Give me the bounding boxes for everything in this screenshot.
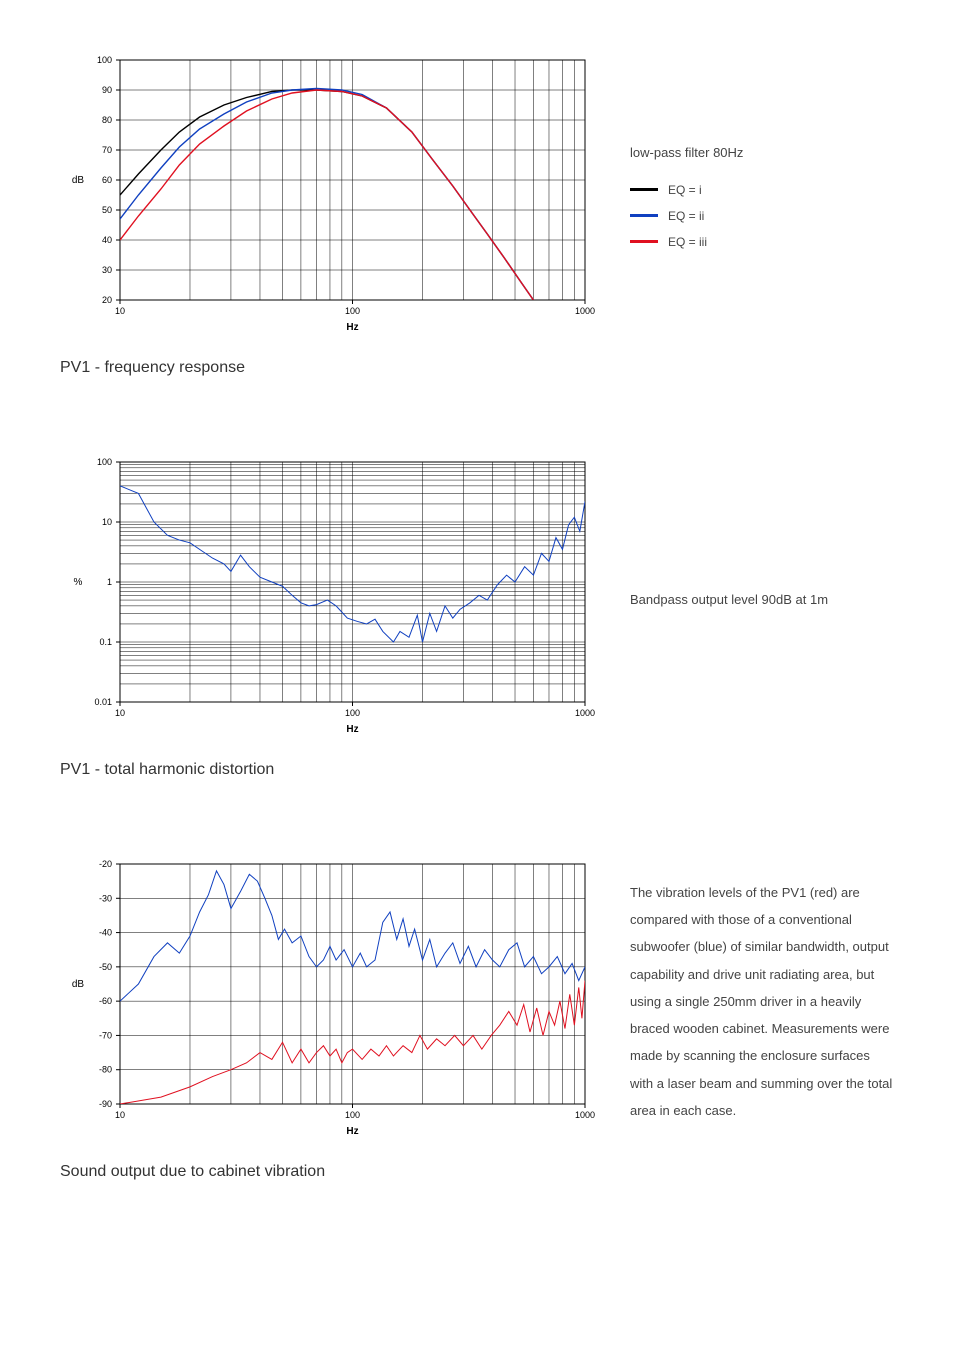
svg-text:%: % — [74, 577, 83, 588]
chart1-container: 20 30 40 50 60 70 80 90 100 10 100 1000 dB Hz — [60, 50, 600, 345]
chart1-section: 20 30 40 50 60 70 80 90 100 10 100 1000 dB Hz low-pas… — [60, 50, 894, 377]
legend-label: EQ = i — [668, 178, 702, 202]
svg-text:1: 1 — [107, 577, 112, 587]
chart3-container: -90 -80 -70 -60 -50 -40 -30 -20 10 100 1000 dB Hz — [60, 854, 600, 1149]
svg-text:70: 70 — [102, 145, 112, 155]
legend-item: EQ = ii — [630, 204, 894, 228]
svg-text:1000: 1000 — [575, 708, 595, 718]
svg-text:-70: -70 — [99, 1030, 112, 1040]
chart1-row: 20 30 40 50 60 70 80 90 100 10 100 1000 dB Hz low-pas… — [60, 50, 894, 345]
svg-text:100: 100 — [345, 306, 360, 316]
svg-text:1000: 1000 — [575, 1110, 595, 1120]
chart3-side: The vibration levels of the PV1 (red) ar… — [630, 879, 894, 1125]
svg-text:40: 40 — [102, 235, 112, 245]
svg-text:-40: -40 — [99, 928, 112, 938]
chart2-section: 0.01 0.1 1 10 100 10 100 1000% Hz Bandpass outpu… — [60, 452, 894, 779]
svg-text:Hz: Hz — [346, 1126, 358, 1137]
svg-text:100: 100 — [97, 55, 112, 65]
svg-text:20: 20 — [102, 295, 112, 305]
chart1-side-title: low-pass filter 80Hz — [630, 140, 894, 166]
svg-text:10: 10 — [115, 708, 125, 718]
legend-item: EQ = iii — [630, 230, 894, 254]
legend-label: EQ = iii — [668, 230, 707, 254]
svg-text:0.1: 0.1 — [99, 637, 112, 647]
svg-text:50: 50 — [102, 205, 112, 215]
chart1-legend: EQ = iEQ = iiEQ = iii — [630, 178, 894, 254]
svg-text:10: 10 — [102, 517, 112, 527]
chart2-container: 0.01 0.1 1 10 100 10 100 1000% Hz — [60, 452, 600, 747]
legend-swatch — [630, 240, 658, 243]
legend-label: EQ = ii — [668, 204, 704, 228]
chart1-svg: 20 30 40 50 60 70 80 90 100 10 100 1000 dB Hz — [60, 50, 600, 340]
svg-text:Hz: Hz — [346, 724, 358, 735]
svg-text:-20: -20 — [99, 859, 112, 869]
svg-text:100: 100 — [345, 1110, 360, 1120]
svg-text:30: 30 — [102, 265, 112, 275]
svg-text:Hz: Hz — [346, 322, 358, 333]
chart3-svg: -90 -80 -70 -60 -50 -40 -30 -20 10 100 1000 dB Hz — [60, 854, 600, 1144]
chart3-section: -90 -80 -70 -60 -50 -40 -30 -20 10 100 1000 dB Hz Th… — [60, 854, 894, 1181]
svg-text:60: 60 — [102, 175, 112, 185]
chart2-row: 0.01 0.1 1 10 100 10 100 1000% Hz Bandpass outpu… — [60, 452, 894, 747]
svg-text:-50: -50 — [99, 962, 112, 972]
chart3-row: -90 -80 -70 -60 -50 -40 -30 -20 10 100 1000 dB Hz Th… — [60, 854, 894, 1149]
chart1-side: low-pass filter 80Hz EQ = iEQ = iiEQ = i… — [630, 140, 894, 256]
legend-item: EQ = i — [630, 178, 894, 202]
chart1-title: PV1 - frequency response — [60, 359, 894, 377]
svg-text:dB: dB — [72, 175, 85, 186]
chart2-svg: 0.01 0.1 1 10 100 10 100 1000% Hz — [60, 452, 600, 742]
svg-text:90: 90 — [102, 85, 112, 95]
chart3-title: Sound output due to cabinet vibration — [60, 1163, 894, 1181]
svg-text:80: 80 — [102, 115, 112, 125]
chart3-side-text: The vibration levels of the PV1 (red) ar… — [630, 879, 894, 1125]
svg-text:100: 100 — [345, 708, 360, 718]
svg-text:1000: 1000 — [575, 306, 595, 316]
chart2-side: Bandpass output level 90dB at 1m — [630, 586, 894, 613]
chart2-side-text: Bandpass output level 90dB at 1m — [630, 586, 894, 613]
svg-text:-80: -80 — [99, 1065, 112, 1075]
svg-text:-30: -30 — [99, 893, 112, 903]
svg-text:-60: -60 — [99, 996, 112, 1006]
svg-text:dB: dB — [72, 979, 85, 990]
legend-swatch — [630, 188, 658, 191]
svg-text:100: 100 — [97, 457, 112, 467]
svg-text:-90: -90 — [99, 1099, 112, 1109]
svg-text:10: 10 — [115, 306, 125, 316]
chart2-title: PV1 - total harmonic distortion — [60, 761, 894, 779]
svg-text:0.01: 0.01 — [94, 697, 112, 707]
svg-text:10: 10 — [115, 1110, 125, 1120]
legend-swatch — [630, 214, 658, 217]
